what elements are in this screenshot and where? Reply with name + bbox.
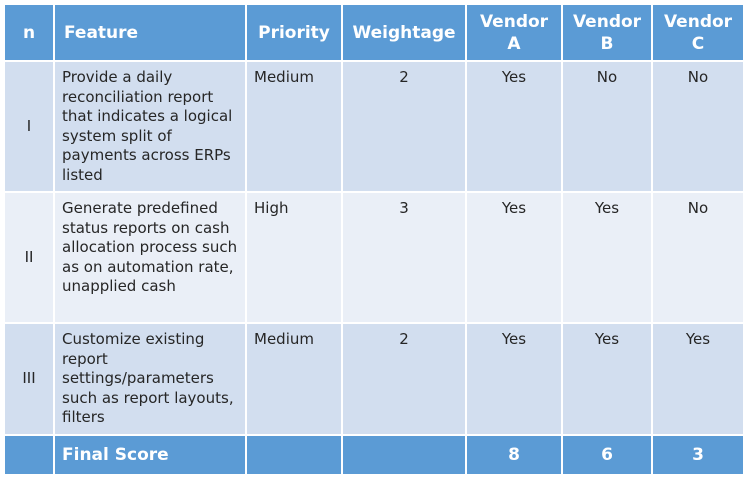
vendor-b-line1: Vendor [572,11,642,32]
vendor-b-cell: Yes [561,191,653,324]
priority-cell: Medium [245,60,343,193]
row-number: I [3,60,55,193]
col-header-n: n [3,3,55,62]
feature-cell: Customize existing report settings/param… [53,322,247,436]
priority-cell: High [245,191,343,324]
final-score-vendor-c: 3 [651,434,745,476]
table-row: III Customize existing report settings/p… [3,322,745,436]
row-number: II [3,191,55,324]
feature-cell: Provide a daily reconciliation report th… [53,60,247,193]
final-score-weightage-blank [341,434,467,476]
final-score-blank [3,434,55,476]
final-score-vendor-a: 8 [465,434,563,476]
col-header-vendor-a: Vendor A [465,3,563,62]
vendor-a-cell: Yes [465,322,563,436]
col-header-vendor-b: Vendor B [561,3,653,62]
col-header-feature: Feature [53,3,247,62]
col-header-weightage: Weightage [341,3,467,62]
header-row: n Feature Priority Weightage Vendor A Ve… [3,3,745,62]
col-header-vendor-c: Vendor C [651,3,745,62]
priority-cell: Medium [245,322,343,436]
vendor-b-cell: Yes [561,322,653,436]
vendor-a-line2: A [507,33,521,54]
vendor-b-line2: B [600,33,614,54]
final-score-label: Final Score [53,434,247,476]
col-header-priority: Priority [245,3,343,62]
final-score-row: Final Score 8 6 3 [3,434,745,476]
vendor-a-line1: Vendor [479,11,549,32]
vendor-c-cell: Yes [651,322,745,436]
vendor-c-cell: No [651,60,745,193]
row-number: III [3,322,55,436]
feature-cell: Generate predefined status reports on ca… [53,191,247,324]
vendor-c-line1: Vendor [663,11,733,32]
vendor-comparison-table: n Feature Priority Weightage Vendor A Ve… [3,3,745,476]
vendor-b-cell: No [561,60,653,193]
table-row: I Provide a daily reconciliation report … [3,60,745,193]
final-score-vendor-b: 6 [561,434,653,476]
table-row: II Generate predefined status reports on… [3,191,745,324]
vendor-c-line2: C [691,33,705,54]
vendor-a-cell: Yes [465,60,563,193]
final-score-priority-blank [245,434,343,476]
vendor-a-cell: Yes [465,191,563,324]
vendor-c-cell: No [651,191,745,324]
weightage-cell: 2 [341,60,467,193]
weightage-cell: 3 [341,191,467,324]
weightage-cell: 2 [341,322,467,436]
